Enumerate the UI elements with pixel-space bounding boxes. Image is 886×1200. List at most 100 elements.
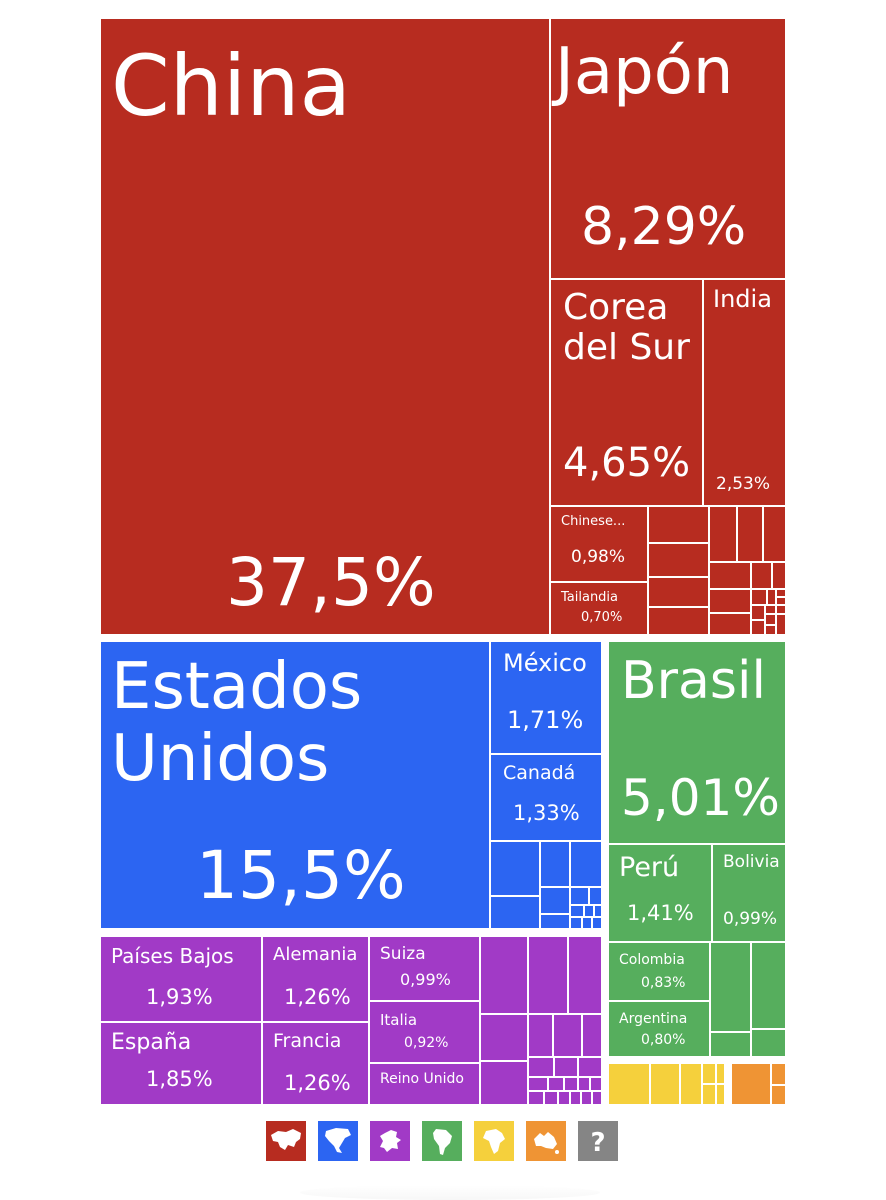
tile-paises-bajos[interactable]: Países Bajos 1,93% bbox=[100, 936, 262, 1022]
tile-minor[interactable] bbox=[528, 936, 568, 1014]
tile-minor[interactable] bbox=[554, 1057, 578, 1077]
tile-minor[interactable] bbox=[709, 613, 751, 635]
tile-minor[interactable] bbox=[570, 917, 582, 929]
tile-minor[interactable] bbox=[648, 577, 709, 607]
tile-espana[interactable]: España 1,85% bbox=[100, 1022, 262, 1105]
tile-minor[interactable] bbox=[709, 589, 751, 613]
tile-canada[interactable]: Canadá 1,33% bbox=[490, 754, 602, 841]
tile-minor[interactable] bbox=[650, 1063, 680, 1105]
tile-minor[interactable] bbox=[765, 614, 776, 625]
tile-minor[interactable] bbox=[771, 1085, 786, 1105]
tile-brasil[interactable]: Brasil 5,01% bbox=[608, 641, 786, 844]
tile-minor[interactable] bbox=[570, 887, 589, 905]
tile-minor[interactable] bbox=[776, 589, 786, 597]
tile-minor[interactable] bbox=[776, 597, 786, 605]
tile-minor[interactable] bbox=[540, 887, 570, 914]
tile-minor[interactable] bbox=[592, 1091, 602, 1105]
tile-minor[interactable] bbox=[570, 905, 584, 917]
tile-minor[interactable] bbox=[528, 1014, 553, 1057]
tile-minor[interactable] bbox=[568, 936, 602, 1014]
legend-europe[interactable] bbox=[370, 1121, 410, 1161]
tile-minor[interactable] bbox=[564, 1077, 578, 1091]
tile-minor[interactable] bbox=[590, 1077, 602, 1091]
tile-minor[interactable] bbox=[589, 887, 602, 905]
tile-minor[interactable] bbox=[582, 917, 592, 929]
tile-minor[interactable] bbox=[540, 841, 570, 887]
tile-minor[interactable] bbox=[528, 1077, 548, 1091]
tile-japon[interactable]: Japón 8,29% bbox=[550, 18, 786, 279]
tile-minor[interactable] bbox=[776, 605, 786, 614]
tile-minor[interactable] bbox=[737, 506, 763, 562]
tile-minor[interactable] bbox=[772, 562, 786, 589]
tile-minor[interactable] bbox=[702, 1063, 716, 1084]
tile-suiza[interactable]: Suiza 0,99% bbox=[369, 936, 480, 1001]
tile-reino-unido[interactable]: Reino Unido bbox=[369, 1063, 480, 1105]
tile-minor[interactable] bbox=[771, 1063, 786, 1085]
tile-minor[interactable] bbox=[581, 1091, 592, 1105]
legend-south-america[interactable] bbox=[422, 1121, 462, 1161]
tile-minor[interactable] bbox=[553, 1014, 582, 1057]
legend-other[interactable]: ? bbox=[578, 1121, 618, 1161]
tile-minor[interactable] bbox=[767, 589, 776, 605]
tile-minor[interactable] bbox=[751, 562, 772, 589]
tile-tailandia[interactable]: Tailandia 0,70% bbox=[550, 582, 648, 635]
tile-minor[interactable] bbox=[763, 506, 786, 562]
tile-minor[interactable] bbox=[765, 605, 776, 614]
tile-minor[interactable] bbox=[702, 1084, 716, 1105]
tile-argentina[interactable]: Argentina 0,80% bbox=[608, 1001, 710, 1057]
tile-minor[interactable] bbox=[680, 1063, 702, 1105]
tile-francia[interactable]: Francia 1,26% bbox=[262, 1022, 369, 1105]
tile-minor[interactable] bbox=[716, 1084, 725, 1105]
tile-minor[interactable] bbox=[716, 1063, 725, 1084]
tile-minor[interactable] bbox=[776, 614, 786, 635]
legend-africa[interactable] bbox=[474, 1121, 514, 1161]
tile-mexico[interactable]: México 1,71% bbox=[490, 641, 602, 754]
tile-minor[interactable] bbox=[765, 625, 776, 635]
tile-minor[interactable] bbox=[490, 896, 540, 929]
legend-north-america[interactable] bbox=[318, 1121, 358, 1161]
tile-minor[interactable] bbox=[570, 841, 602, 887]
tile-minor[interactable] bbox=[582, 1014, 602, 1057]
tile-minor[interactable] bbox=[578, 1077, 590, 1091]
tile-china[interactable]: China 37,5% bbox=[100, 18, 550, 635]
tile-minor[interactable] bbox=[710, 942, 751, 1032]
tile-minor[interactable] bbox=[480, 1014, 528, 1061]
tile-chinese[interactable]: Chinese... 0,98% bbox=[550, 506, 648, 582]
tile-minor[interactable] bbox=[594, 905, 602, 917]
tile-minor[interactable] bbox=[648, 607, 709, 635]
tile-minor[interactable] bbox=[751, 942, 786, 1029]
tile-minor[interactable] bbox=[558, 1091, 570, 1105]
tile-minor[interactable] bbox=[548, 1077, 564, 1091]
tile-minor[interactable] bbox=[480, 1061, 528, 1105]
tile-minor[interactable] bbox=[751, 1029, 786, 1057]
tile-minor[interactable] bbox=[480, 936, 528, 1014]
tile-minor[interactable] bbox=[751, 620, 765, 635]
tile-india[interactable]: India 2,53% bbox=[703, 279, 786, 506]
tile-minor[interactable] bbox=[751, 605, 765, 620]
legend-asia[interactable] bbox=[266, 1121, 306, 1161]
tile-peru[interactable]: Perú 1,41% bbox=[608, 844, 712, 942]
tile-minor[interactable] bbox=[709, 562, 751, 589]
tile-minor[interactable] bbox=[570, 1091, 581, 1105]
tile-colombia[interactable]: Colombia 0,83% bbox=[608, 942, 710, 1001]
legend-oceania[interactable] bbox=[526, 1121, 566, 1161]
tile-minor[interactable] bbox=[608, 1063, 650, 1105]
tile-minor[interactable] bbox=[490, 841, 540, 896]
tile-minor[interactable] bbox=[528, 1057, 554, 1077]
tile-minor[interactable] bbox=[709, 506, 737, 562]
tile-minor[interactable] bbox=[544, 1091, 558, 1105]
tile-minor[interactable] bbox=[578, 1057, 602, 1077]
tile-bolivia[interactable]: Bolivia 0,99% bbox=[712, 844, 786, 942]
tile-estados-unidos[interactable]: Estados Unidos 15,5% bbox=[100, 641, 490, 929]
tile-minor[interactable] bbox=[592, 917, 602, 929]
tile-alemania[interactable]: Alemania 1,26% bbox=[262, 936, 369, 1022]
tile-minor[interactable] bbox=[751, 589, 767, 605]
tile-minor[interactable] bbox=[648, 506, 709, 543]
tile-minor[interactable] bbox=[710, 1032, 751, 1057]
tile-minor[interactable] bbox=[528, 1091, 544, 1105]
tile-italia[interactable]: Italia 0,92% bbox=[369, 1001, 480, 1063]
tile-minor[interactable] bbox=[540, 914, 570, 929]
tile-minor[interactable] bbox=[731, 1063, 771, 1105]
tile-corea-del-sur[interactable]: Corea del Sur 4,65% bbox=[550, 279, 703, 506]
tile-minor[interactable] bbox=[584, 905, 594, 917]
